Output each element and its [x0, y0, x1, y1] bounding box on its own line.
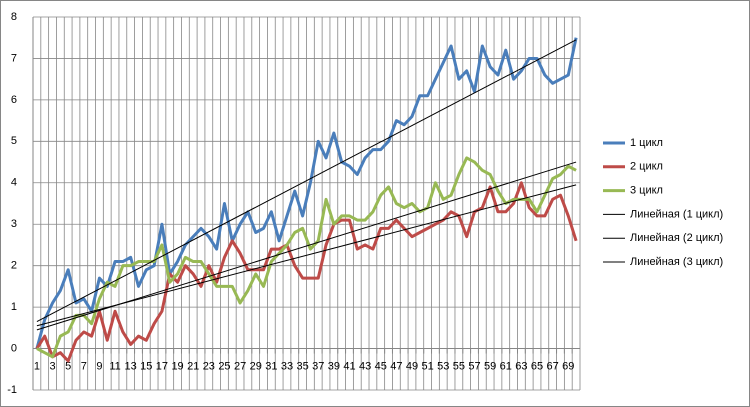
x-tick-label: 57	[468, 360, 480, 372]
y-tick-label: 4	[11, 177, 17, 189]
x-tick-label: 67	[547, 360, 559, 372]
x-tick-label: 43	[359, 360, 371, 372]
x-tick-label: 5	[65, 360, 71, 372]
y-tick-label: -1	[7, 384, 17, 396]
trend-line	[36, 161, 577, 331]
legend-label: 3 цикл	[630, 185, 663, 197]
y-tick-label: 7	[11, 52, 17, 64]
x-tick-label: 69	[562, 360, 574, 372]
legend-label: Линейная (1 цикл)	[630, 208, 723, 220]
x-tick-label: 25	[218, 360, 230, 372]
x-tick-label: 29	[250, 360, 262, 372]
y-tick-label: 3	[11, 218, 17, 230]
y-tick-label: 2	[11, 260, 17, 272]
x-tick-label: 9	[96, 360, 102, 372]
x-tick-label: 15	[140, 360, 152, 372]
series-line	[36, 156, 577, 359]
trend-line	[36, 39, 577, 323]
x-tick-label: 51	[421, 360, 433, 372]
x-tick-label: 3	[49, 360, 55, 372]
x-tick-label: 13	[125, 360, 137, 372]
x-tick-label: 27	[234, 360, 246, 372]
x-tick-label: 23	[203, 360, 215, 372]
x-tick-label: 55	[453, 360, 465, 372]
x-tick-label: 21	[187, 360, 199, 372]
x-tick-label: 31	[265, 360, 277, 372]
x-tick-label: 11	[109, 360, 120, 372]
x-tick-label: 65	[531, 360, 543, 372]
x-tick-label: 47	[390, 360, 402, 372]
x-tick-label: 1	[34, 360, 40, 372]
x-tick-label: 33	[281, 360, 293, 372]
x-tick-label: 39	[328, 360, 340, 372]
x-tick-label: 7	[81, 360, 87, 372]
y-tick-label: 6	[11, 94, 17, 106]
legend-label: Линейная (3 цикл)	[630, 256, 723, 268]
y-tick-label: 1	[11, 301, 17, 313]
x-tick-label: 41	[343, 360, 355, 372]
x-tick-label: 19	[171, 360, 183, 372]
x-tick-label: 63	[515, 360, 527, 372]
series-line	[35, 181, 578, 363]
legend-label: 2 цикл	[630, 161, 663, 173]
y-tick-label: 8	[11, 11, 17, 23]
series-line	[35, 37, 578, 349]
x-tick-label: 49	[406, 360, 418, 372]
x-tick-label: 37	[312, 360, 324, 372]
x-tick-label: 45	[375, 360, 387, 372]
x-tick-label: 35	[296, 360, 308, 372]
legend-label: 1 цикл	[630, 137, 663, 149]
x-tick-label: 17	[156, 360, 168, 372]
legend-label: Линейная (2 цикл)	[630, 232, 723, 244]
x-tick-label: 59	[484, 360, 496, 372]
y-tick-label: 0	[11, 342, 17, 354]
x-tick-label: 61	[500, 360, 512, 372]
x-tick-label: 53	[437, 360, 449, 372]
y-tick-label: 5	[11, 135, 17, 147]
